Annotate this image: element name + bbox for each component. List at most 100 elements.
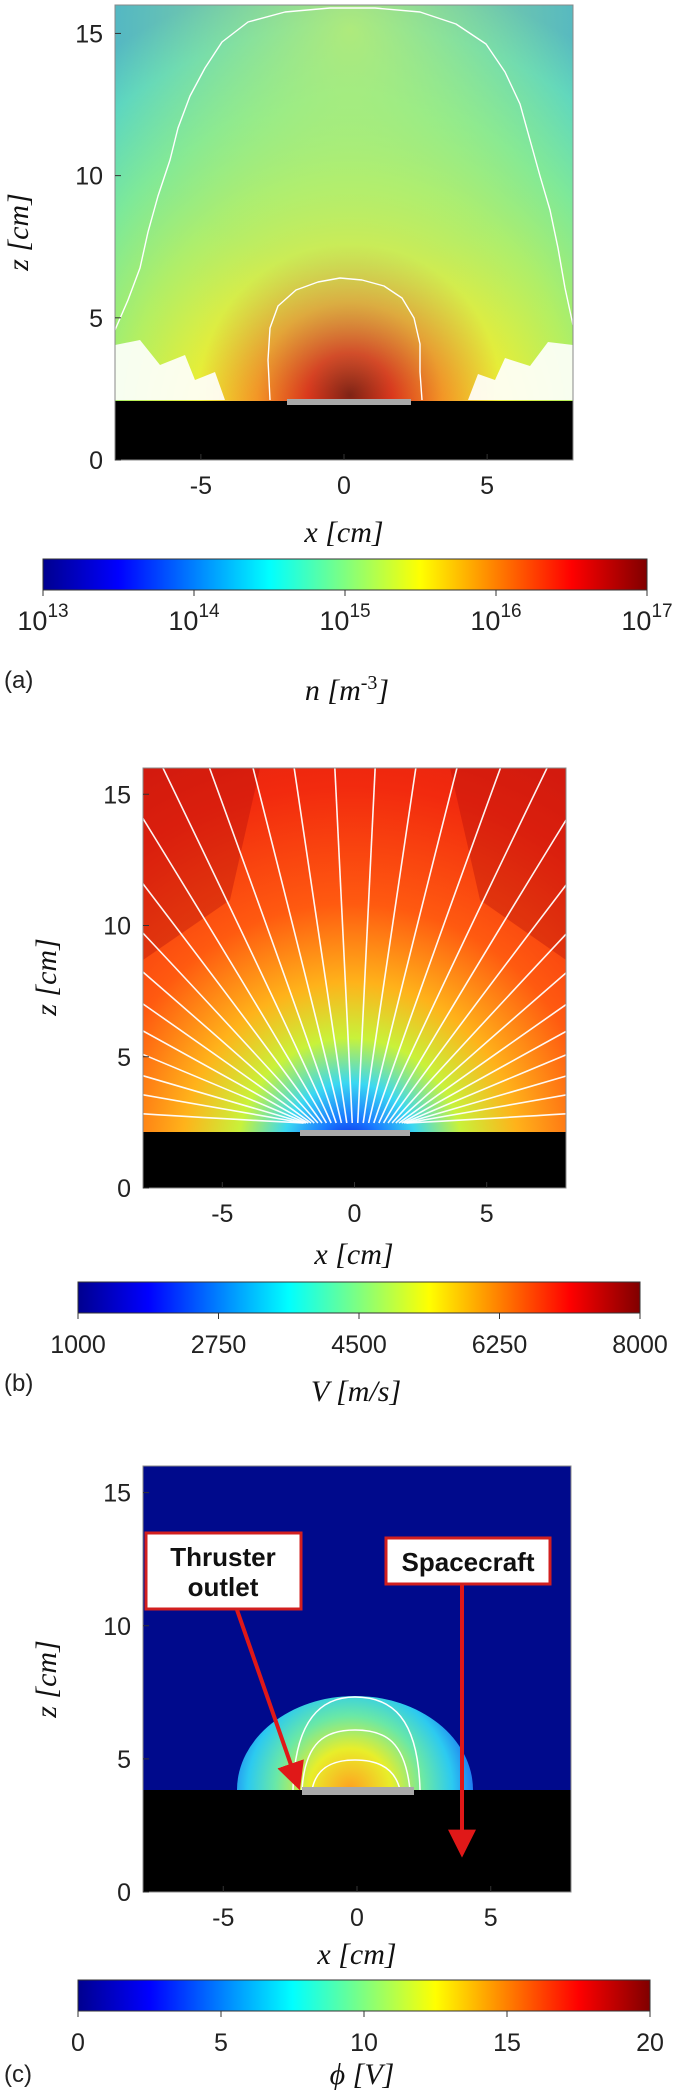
colorbar-label-a: n [m-3] [305, 672, 389, 707]
x-tick-label: 0 [337, 472, 351, 500]
streamline [406, 1113, 566, 1124]
y-tick-label: 10 [75, 163, 103, 191]
x-tick-label: 0 [348, 1200, 362, 1228]
streamline [162, 768, 332, 1124]
x-tick-label: 5 [480, 1200, 494, 1228]
velocity-dark-right [450, 768, 566, 960]
streamline [143, 1053, 307, 1124]
thruster-outlet-c [302, 1787, 414, 1795]
arrow-thruster-outlet [234, 1606, 304, 1791]
panel-c: Thruster outlet Spacecraft -5 0 5 0 5 10 15 x … [4, 1465, 664, 2090]
colorbar-tick-label: 0 [71, 2029, 85, 2057]
callout-thruster-outlet: Thruster outlet [144, 1531, 304, 1791]
streamline [334, 768, 354, 1124]
colorbar-tick-label: 1017 [621, 601, 672, 636]
x-tick-label: -5 [212, 1904, 234, 1932]
callout-box-spacecraft [384, 1536, 552, 1586]
streamlines [143, 768, 566, 1124]
streamline [405, 1075, 566, 1124]
callout-text-thruster-1: Thruster [170, 1542, 275, 1572]
x-tick-label: 5 [480, 472, 494, 500]
density-void-left [115, 340, 225, 400]
x-tick-label: -5 [190, 472, 212, 500]
colorbar-tick-label: 6250 [472, 1331, 528, 1359]
colorbar-tick-base: 10 [621, 606, 651, 636]
y-tick-label: 0 [89, 447, 103, 475]
streamline [356, 768, 376, 1124]
streamline [143, 816, 328, 1124]
colorbar-ticks-c: 0 5 10 15 20 [71, 2011, 664, 2057]
y-axis-label-a: z [cm] [2, 193, 35, 272]
streamline [143, 1030, 309, 1124]
potential-contour-outer [292, 1696, 421, 1791]
streamline [362, 768, 417, 1124]
potential-contour-mid [301, 1729, 411, 1791]
streamline [367, 768, 458, 1124]
density-contour-inner [267, 277, 423, 401]
potential-contour-inner [311, 1759, 401, 1791]
panel-letter-b: (b) [4, 1370, 33, 1397]
callout-spacecraft: Spacecraft [384, 1536, 552, 1858]
streamline [403, 1053, 566, 1124]
callout-text-thruster-2: outlet [188, 1572, 259, 1602]
spacecraft-body [115, 401, 573, 460]
axes-b: -5 0 5 0 5 10 15 [103, 781, 493, 1228]
streamline [293, 768, 348, 1124]
panel-letter-a: (a) [4, 667, 33, 694]
thruster-outlet-b [300, 1130, 410, 1136]
panel-letter-c: (c) [4, 2061, 32, 2088]
velocity-dark-left [143, 768, 260, 960]
y-tick-label: 10 [103, 913, 131, 941]
streamline [143, 882, 323, 1124]
streamline [208, 768, 337, 1124]
streamline [378, 768, 548, 1124]
colorbar-a [42, 558, 648, 591]
streamline [143, 1002, 312, 1124]
callout-text-spacecraft: Spacecraft [402, 1547, 535, 1577]
colorbar-ticks-a: 1013 1014 1015 1016 1017 [17, 590, 673, 636]
streamline [391, 933, 566, 1124]
colorbar-tick-base: 10 [319, 606, 349, 636]
x-axis-label-a: x [cm] [303, 516, 383, 549]
colorbar-tick-label: 1014 [168, 601, 220, 636]
x-axis-label-c: x [cm] [316, 1938, 396, 1971]
colorbar-tick-label: 1000 [50, 1331, 106, 1359]
colorbar-tick-label: 4500 [331, 1331, 387, 1359]
colorbar-tick-base: 10 [168, 606, 198, 636]
colorbar-tick-label: 5 [214, 2029, 228, 2057]
colorbar-tick-label: 1015 [319, 601, 370, 636]
colorbar-tick-exp: 16 [500, 601, 521, 622]
y-tick-label: 15 [103, 1480, 131, 1508]
colorbar-tick-label: 20 [636, 2029, 664, 2057]
colorbar-label-c: ϕ [V] [330, 2058, 395, 2090]
streamline [387, 883, 566, 1124]
colorbar-tick-base: 10 [470, 606, 500, 636]
axes-a: -5 0 5 0 5 10 15 [75, 20, 494, 500]
x-tick-label: -5 [211, 1200, 233, 1228]
y-tick-label: 15 [75, 20, 103, 48]
streamline [143, 1112, 304, 1124]
colorbar-label-b: V [m/s] [311, 1375, 401, 1408]
streamline [143, 931, 319, 1124]
y-tick-label: 0 [117, 1879, 131, 1907]
colorbar-tick-exp: 15 [349, 601, 370, 622]
colorbar-tick-label: 15 [493, 2029, 521, 2057]
y-tick-label: 0 [117, 1175, 131, 1203]
density-contours [115, 7, 573, 401]
colorbar-tick-label: 10 [350, 2029, 378, 2057]
y-tick-label: 15 [103, 781, 131, 809]
colorbar-tick-exp: 14 [198, 601, 220, 622]
streamline [252, 768, 343, 1124]
y-axis-label-c: z [cm] [30, 1640, 63, 1719]
x-axis-label-b: x [cm] [313, 1238, 393, 1271]
colorbar-ticks-b: 1000 2750 4500 6250 8000 [50, 1313, 668, 1359]
axes-c: -5 0 5 0 5 10 15 [103, 1480, 498, 1932]
colorbar-tick-label: 2750 [191, 1331, 247, 1359]
y-tick-label: 10 [103, 1613, 131, 1641]
spacecraft-body-c [143, 1790, 571, 1892]
y-tick-label: 5 [89, 305, 103, 333]
colorbar-tick-exp: 17 [651, 601, 672, 622]
panel-b: -5 0 5 0 5 10 15 x [cm] z [cm] 1000 2750 4500 625… [4, 767, 668, 1408]
colorbar-tick-label: 1016 [470, 601, 521, 636]
